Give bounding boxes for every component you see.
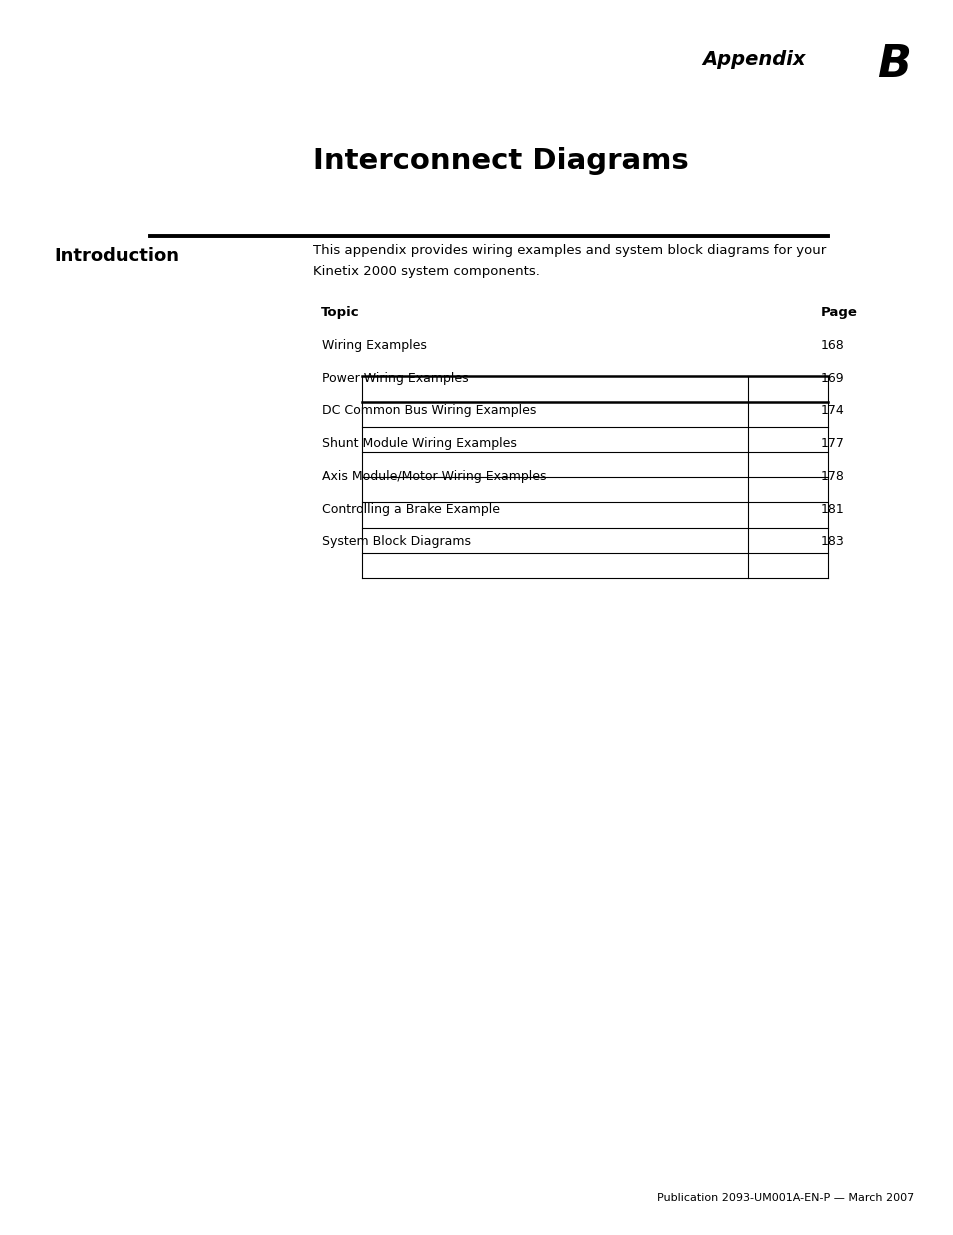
Text: DC Common Bus Wiring Examples: DC Common Bus Wiring Examples bbox=[322, 404, 537, 417]
Text: Wiring Examples: Wiring Examples bbox=[322, 338, 427, 352]
Text: This appendix provides wiring examples and system block diagrams for your: This appendix provides wiring examples a… bbox=[313, 245, 825, 257]
Text: 178: 178 bbox=[820, 469, 843, 483]
Text: Power Wiring Examples: Power Wiring Examples bbox=[322, 372, 469, 385]
Text: 177: 177 bbox=[820, 437, 843, 451]
Text: Interconnect Diagrams: Interconnect Diagrams bbox=[313, 147, 688, 174]
Text: Topic: Topic bbox=[320, 306, 358, 320]
Text: Appendix: Appendix bbox=[702, 49, 805, 69]
Text: Page: Page bbox=[820, 306, 857, 320]
Text: Controlling a Brake Example: Controlling a Brake Example bbox=[322, 503, 500, 516]
Text: 183: 183 bbox=[820, 535, 843, 548]
Text: System Block Diagrams: System Block Diagrams bbox=[322, 535, 471, 548]
Text: Publication 2093-UM001A-EN-P — March 2007: Publication 2093-UM001A-EN-P — March 200… bbox=[656, 1193, 913, 1203]
Text: 169: 169 bbox=[820, 372, 843, 385]
Text: 168: 168 bbox=[820, 338, 843, 352]
Text: Kinetix 2000 system components.: Kinetix 2000 system components. bbox=[313, 266, 539, 278]
Text: Shunt Module Wiring Examples: Shunt Module Wiring Examples bbox=[322, 437, 517, 451]
Text: Axis Module/Motor Wiring Examples: Axis Module/Motor Wiring Examples bbox=[322, 469, 546, 483]
Text: 174: 174 bbox=[820, 404, 843, 417]
Text: 181: 181 bbox=[820, 503, 843, 516]
Text: B: B bbox=[876, 43, 910, 85]
Text: Introduction: Introduction bbox=[54, 247, 179, 264]
